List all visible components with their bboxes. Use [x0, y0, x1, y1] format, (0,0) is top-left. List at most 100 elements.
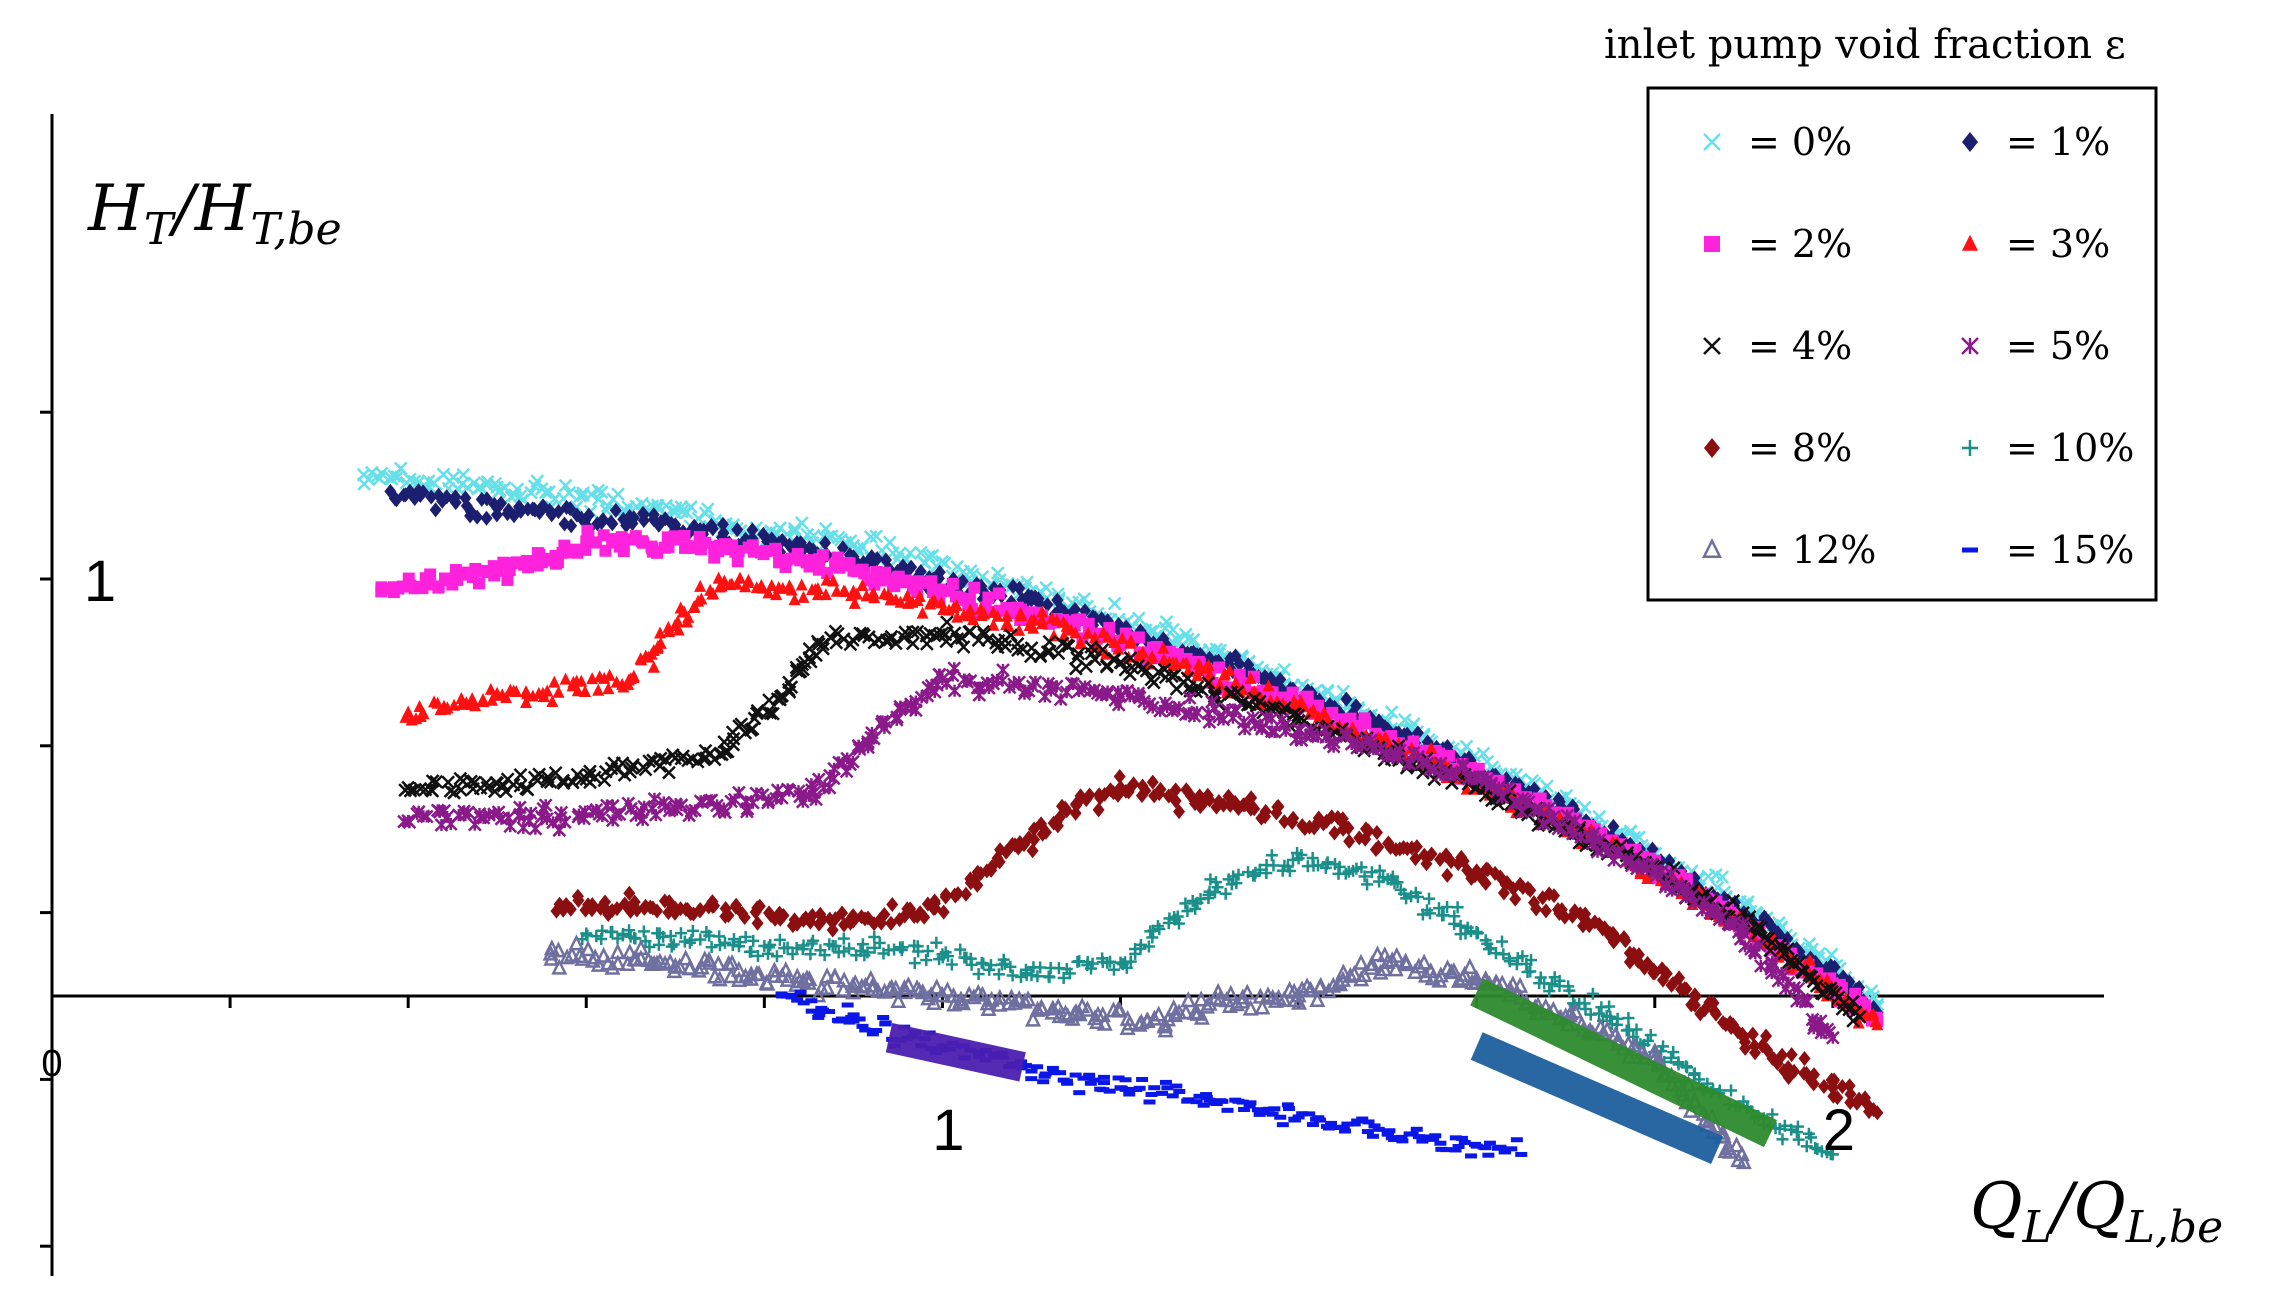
data-point — [374, 466, 389, 481]
data-point — [393, 461, 408, 476]
data-point — [637, 512, 650, 528]
data-point — [1025, 592, 1038, 608]
data-point — [1166, 622, 1180, 637]
data-point — [1170, 632, 1185, 647]
legend-marker — [1962, 547, 1978, 553]
data-point — [963, 593, 976, 606]
data-point — [1361, 1129, 1374, 1135]
data-point — [746, 522, 759, 538]
data-point — [1592, 809, 1607, 824]
data-point — [805, 998, 818, 1004]
x-tick-label: 1 — [932, 1098, 964, 1163]
data-point — [1505, 1146, 1518, 1152]
data-point — [731, 555, 744, 568]
data-point — [684, 499, 698, 514]
data-point — [1148, 1085, 1161, 1091]
data-point — [1032, 591, 1045, 607]
data-point — [1166, 1093, 1179, 1099]
data-point — [545, 507, 558, 523]
data-point — [1132, 631, 1145, 644]
data-point — [823, 1009, 836, 1015]
data-point — [1119, 1077, 1132, 1083]
data-point — [1464, 1153, 1477, 1159]
data-point — [1221, 1107, 1234, 1113]
data-point — [1476, 746, 1491, 761]
data-point — [949, 590, 962, 603]
data-point — [1031, 1064, 1044, 1070]
data-point — [471, 509, 484, 525]
data-point — [913, 545, 928, 560]
data-point — [1133, 1085, 1146, 1091]
data-point — [580, 535, 593, 548]
data-point — [1173, 1089, 1186, 1095]
data-point — [1824, 947, 1839, 962]
data-point — [1268, 1106, 1281, 1112]
data-point — [1069, 601, 1082, 617]
data-point — [816, 549, 829, 562]
data-point — [480, 510, 493, 526]
data-point — [870, 1027, 883, 1033]
data-point — [645, 499, 660, 513]
data-point — [863, 530, 878, 544]
data-point — [1410, 1126, 1423, 1132]
data-point — [956, 573, 969, 589]
data-point — [1145, 1091, 1158, 1097]
data-point — [1434, 1140, 1447, 1146]
data-point — [1013, 580, 1026, 596]
data-point — [794, 989, 807, 995]
data-point — [841, 1002, 854, 1008]
data-point — [877, 1015, 890, 1021]
data-point — [1483, 1140, 1496, 1146]
data-point — [1482, 1152, 1495, 1158]
data-point — [429, 502, 442, 518]
legend-label: = 15% — [2006, 528, 2134, 572]
legend-label: = 4% — [1748, 324, 1852, 368]
data-point — [1159, 1079, 1172, 1085]
data-point — [490, 480, 505, 495]
data-point — [1515, 1151, 1528, 1157]
data-point — [831, 551, 844, 564]
data-point — [1340, 691, 1353, 707]
data-point — [464, 508, 477, 524]
data-point — [384, 483, 397, 499]
data-point — [1039, 580, 1054, 595]
data-point — [869, 529, 884, 544]
data-point — [449, 495, 462, 511]
data-point — [446, 470, 461, 485]
data-point — [668, 530, 681, 543]
data-point — [1276, 1122, 1289, 1128]
data-point — [1577, 800, 1592, 815]
data-point — [1458, 1139, 1471, 1145]
data-point — [1281, 1102, 1294, 1108]
data-point — [456, 467, 471, 482]
data-point — [1025, 1068, 1038, 1074]
x-label-num: Q — [2073, 1170, 2125, 1244]
data-point — [446, 573, 459, 585]
y-label-base-sub: T — [144, 204, 177, 255]
data-point — [903, 546, 918, 560]
data-point — [982, 591, 995, 604]
data-point — [1494, 1144, 1507, 1150]
data-point — [1037, 1079, 1050, 1085]
data-point — [946, 577, 959, 590]
data-point — [1429, 1133, 1442, 1139]
data-point — [879, 1021, 892, 1027]
data-point — [1313, 1117, 1326, 1123]
data-point — [538, 485, 553, 500]
data-point — [888, 580, 901, 593]
data-point — [417, 484, 430, 500]
y-label-num-sub: T,be — [251, 204, 342, 255]
data-point — [1143, 1099, 1156, 1105]
data-point — [871, 551, 884, 567]
data-point — [1136, 1077, 1149, 1083]
data-point — [1632, 830, 1646, 845]
data-point — [609, 502, 622, 518]
data-point — [1170, 1083, 1183, 1089]
data-point — [551, 556, 564, 569]
data-point — [1540, 779, 1554, 794]
data-point — [812, 1014, 825, 1020]
data-point — [535, 556, 548, 569]
data-point — [700, 502, 715, 517]
data-point — [968, 581, 981, 594]
